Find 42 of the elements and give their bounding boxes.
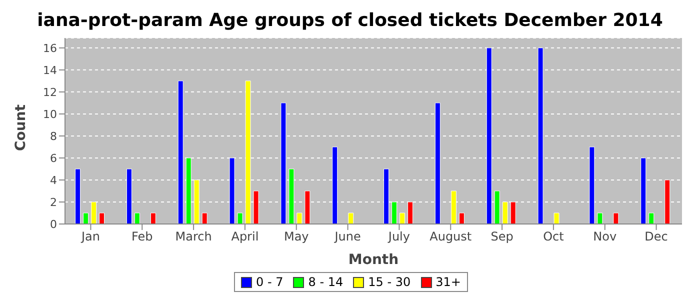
y-tick-label: 0 bbox=[50, 218, 57, 231]
x-tick-label: May bbox=[284, 230, 309, 244]
bar bbox=[237, 212, 243, 224]
x-tick-label: June bbox=[334, 230, 361, 244]
legend-label: 15 - 30 bbox=[367, 275, 411, 289]
bar bbox=[202, 212, 208, 224]
y-axis-title: Count bbox=[12, 104, 29, 151]
bar bbox=[134, 212, 140, 224]
y-tick-label: 16 bbox=[43, 42, 57, 55]
x-tick-label: Nov bbox=[593, 230, 617, 244]
x-tick-label: Feb bbox=[132, 230, 153, 244]
chart-title: iana-prot-param Age groups of closed tickets December 2014 bbox=[36, 9, 664, 33]
y-tick-label: 2 bbox=[50, 196, 57, 209]
bar bbox=[597, 212, 603, 224]
bar bbox=[296, 212, 302, 224]
y-tick-label: 10 bbox=[43, 108, 57, 121]
legend-label: 0 - 7 bbox=[255, 275, 284, 289]
x-tick-label: April bbox=[231, 230, 259, 244]
y-tick-label: 6 bbox=[50, 152, 57, 165]
x-tick-label: Jan bbox=[80, 230, 100, 244]
bar bbox=[400, 212, 406, 224]
x-tick-label: March bbox=[175, 230, 212, 244]
x-tick-label: July bbox=[387, 230, 410, 244]
y-tick-label: 14 bbox=[43, 64, 57, 77]
bar bbox=[458, 212, 464, 224]
bar bbox=[648, 212, 654, 224]
x-tick-label: August bbox=[430, 230, 472, 244]
x-tick-label: Dec bbox=[644, 230, 668, 244]
x-tick-label: Sep bbox=[490, 230, 514, 244]
bar bbox=[613, 212, 619, 224]
bar bbox=[83, 212, 89, 224]
legend-label: 8 - 14 bbox=[307, 275, 344, 289]
y-tick-label: 4 bbox=[50, 174, 57, 187]
bar bbox=[150, 212, 156, 224]
legend-label: 31+ bbox=[434, 275, 461, 289]
y-tick-label: 12 bbox=[43, 86, 57, 99]
bar bbox=[348, 212, 354, 224]
bar bbox=[554, 212, 560, 224]
x-axis-title: Month bbox=[348, 252, 399, 268]
bar bbox=[99, 212, 105, 224]
x-tick-label: Oct bbox=[543, 230, 564, 244]
y-tick-label: 8 bbox=[50, 130, 57, 143]
